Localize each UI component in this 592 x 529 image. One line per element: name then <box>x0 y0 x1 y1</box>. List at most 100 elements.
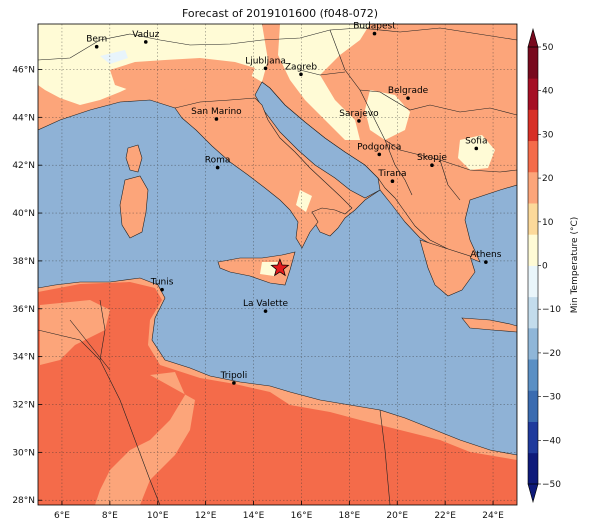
colorbar-segment <box>528 327 538 360</box>
city-label: Roma <box>205 156 231 166</box>
lat-tick-label: 32°N <box>12 400 35 410</box>
colorbar-tick-label: 40 <box>542 87 554 97</box>
star-marker-icon <box>270 258 290 277</box>
city-dot <box>430 163 434 167</box>
lon-tick-label: 12°E <box>195 511 217 521</box>
sardinia <box>119 175 149 239</box>
colorbar-label: Min Temperature (°C) <box>570 217 580 314</box>
colorbar-tick-label: 0 <box>542 262 548 272</box>
country-borders <box>38 27 517 505</box>
city-dot <box>372 31 377 36</box>
city-dot <box>143 40 148 44</box>
city-dot <box>357 119 361 123</box>
city-dot <box>484 260 488 264</box>
colorbar-tick-label: −30 <box>542 393 561 403</box>
colorbar-tick-label: 50 <box>542 43 554 53</box>
lon-tick-label: 22°E <box>434 511 456 521</box>
city-dot <box>263 309 268 313</box>
africa-light-patch <box>95 372 195 505</box>
colorbar-tick-label: −40 <box>542 436 561 446</box>
colorbar-segment <box>528 296 538 329</box>
lat-tick-label: 40°N <box>12 209 35 219</box>
colorbar-segment <box>528 171 538 204</box>
city-dot <box>390 179 395 184</box>
colorbar-min-extend-arrow <box>527 483 539 504</box>
lon-tick-label: 20°E <box>386 511 408 521</box>
lat-tick-label: 30°N <box>12 448 35 458</box>
city-label: Skopje <box>417 153 447 163</box>
balkans-cool-zone-2 <box>365 90 410 140</box>
lon-tick-label: 14°E <box>243 511 265 521</box>
city-label: Podgorica <box>357 142 401 152</box>
lon-tick-label: 10°E <box>147 511 169 521</box>
colorbar-segment <box>528 109 538 142</box>
colorbar-segment <box>528 140 538 173</box>
map-frame <box>37 23 518 506</box>
colorbar-tick-label: −10 <box>542 305 561 315</box>
colorbar-segment <box>528 47 538 79</box>
lake-geneva <box>100 50 128 64</box>
gridlines <box>38 24 517 505</box>
colorbar-tick-label: −20 <box>542 349 561 359</box>
city-dot <box>263 66 268 71</box>
city-label: La Valette <box>243 299 288 309</box>
africa-light-patch-2 <box>40 300 110 365</box>
peloponnese <box>419 239 476 297</box>
colorbar-segment <box>528 203 538 235</box>
city-label: Athens <box>470 250 501 260</box>
lon-tick-label: 16°E <box>291 511 313 521</box>
city-dot <box>377 152 382 157</box>
city-dot <box>214 117 219 121</box>
city-label: Bern <box>86 35 107 45</box>
colorbar-segment <box>528 265 538 298</box>
colorbar-segment <box>528 390 538 422</box>
colorbar: −50 −40 −30 −20 −10 0 10 20 30 40 50 <box>527 27 561 504</box>
city-label: Tripoli <box>220 371 248 381</box>
city-label: Tirana <box>377 169 406 179</box>
lat-tick-label: 34°N <box>12 353 35 363</box>
city-label: Budapest <box>353 22 396 32</box>
city-label: Sarajevo <box>339 109 379 119</box>
city-label: Sofia <box>465 136 487 146</box>
balkans-cool-zone <box>278 24 370 140</box>
colorbar-tick-label: 30 <box>542 130 554 140</box>
colorbar-segment <box>528 452 538 485</box>
lon-tick-label: 18°E <box>339 511 361 521</box>
lat-tick-label: 38°N <box>12 257 35 267</box>
lon-tick-label: 6°E <box>54 511 70 521</box>
axis-ticks: 6°E 8°E 10°E 12°E 14°E 16°E 18°E 20°E 22°E 24°E 28… <box>12 65 504 521</box>
greece-cool-patch <box>458 135 495 170</box>
lat-tick-label: 36°N <box>12 305 35 315</box>
map-title: Forecast of 2019101600 (f048-072) <box>181 7 379 20</box>
colorbar-max-extend-arrow <box>527 27 539 48</box>
city-dot <box>232 381 236 385</box>
city-label: Ljubljana <box>245 56 286 66</box>
colorbar-tick-label: 10 <box>542 218 554 228</box>
colorbar-segment <box>528 421 538 454</box>
colorbar-segment <box>528 234 538 266</box>
city-dot <box>474 146 479 151</box>
lon-tick-label: 8°E <box>102 511 118 521</box>
lat-tick-label: 44°N <box>12 113 35 123</box>
po-valley-warm <box>110 58 255 92</box>
lon-tick-label: 24°E <box>482 511 504 521</box>
lat-tick-label: 46°N <box>12 65 35 75</box>
lat-tick-label: 42°N <box>12 161 35 171</box>
marker-layer <box>270 258 290 277</box>
crete <box>461 317 517 333</box>
city-dot <box>406 96 410 100</box>
city-label: Vaduz <box>132 30 159 40</box>
city-dot <box>215 165 220 170</box>
city-label: San Marino <box>191 107 242 117</box>
colorbar-tick-label: −50 <box>542 480 561 490</box>
lat-tick-label: 28°N <box>12 496 35 506</box>
aegean-sea <box>465 185 517 290</box>
city-dot <box>160 287 164 292</box>
city-dot <box>299 72 303 77</box>
sicily <box>217 251 296 286</box>
map-area <box>38 24 517 505</box>
colorbar-segment <box>528 78 538 110</box>
colorbar-tick-label: 20 <box>542 174 554 184</box>
